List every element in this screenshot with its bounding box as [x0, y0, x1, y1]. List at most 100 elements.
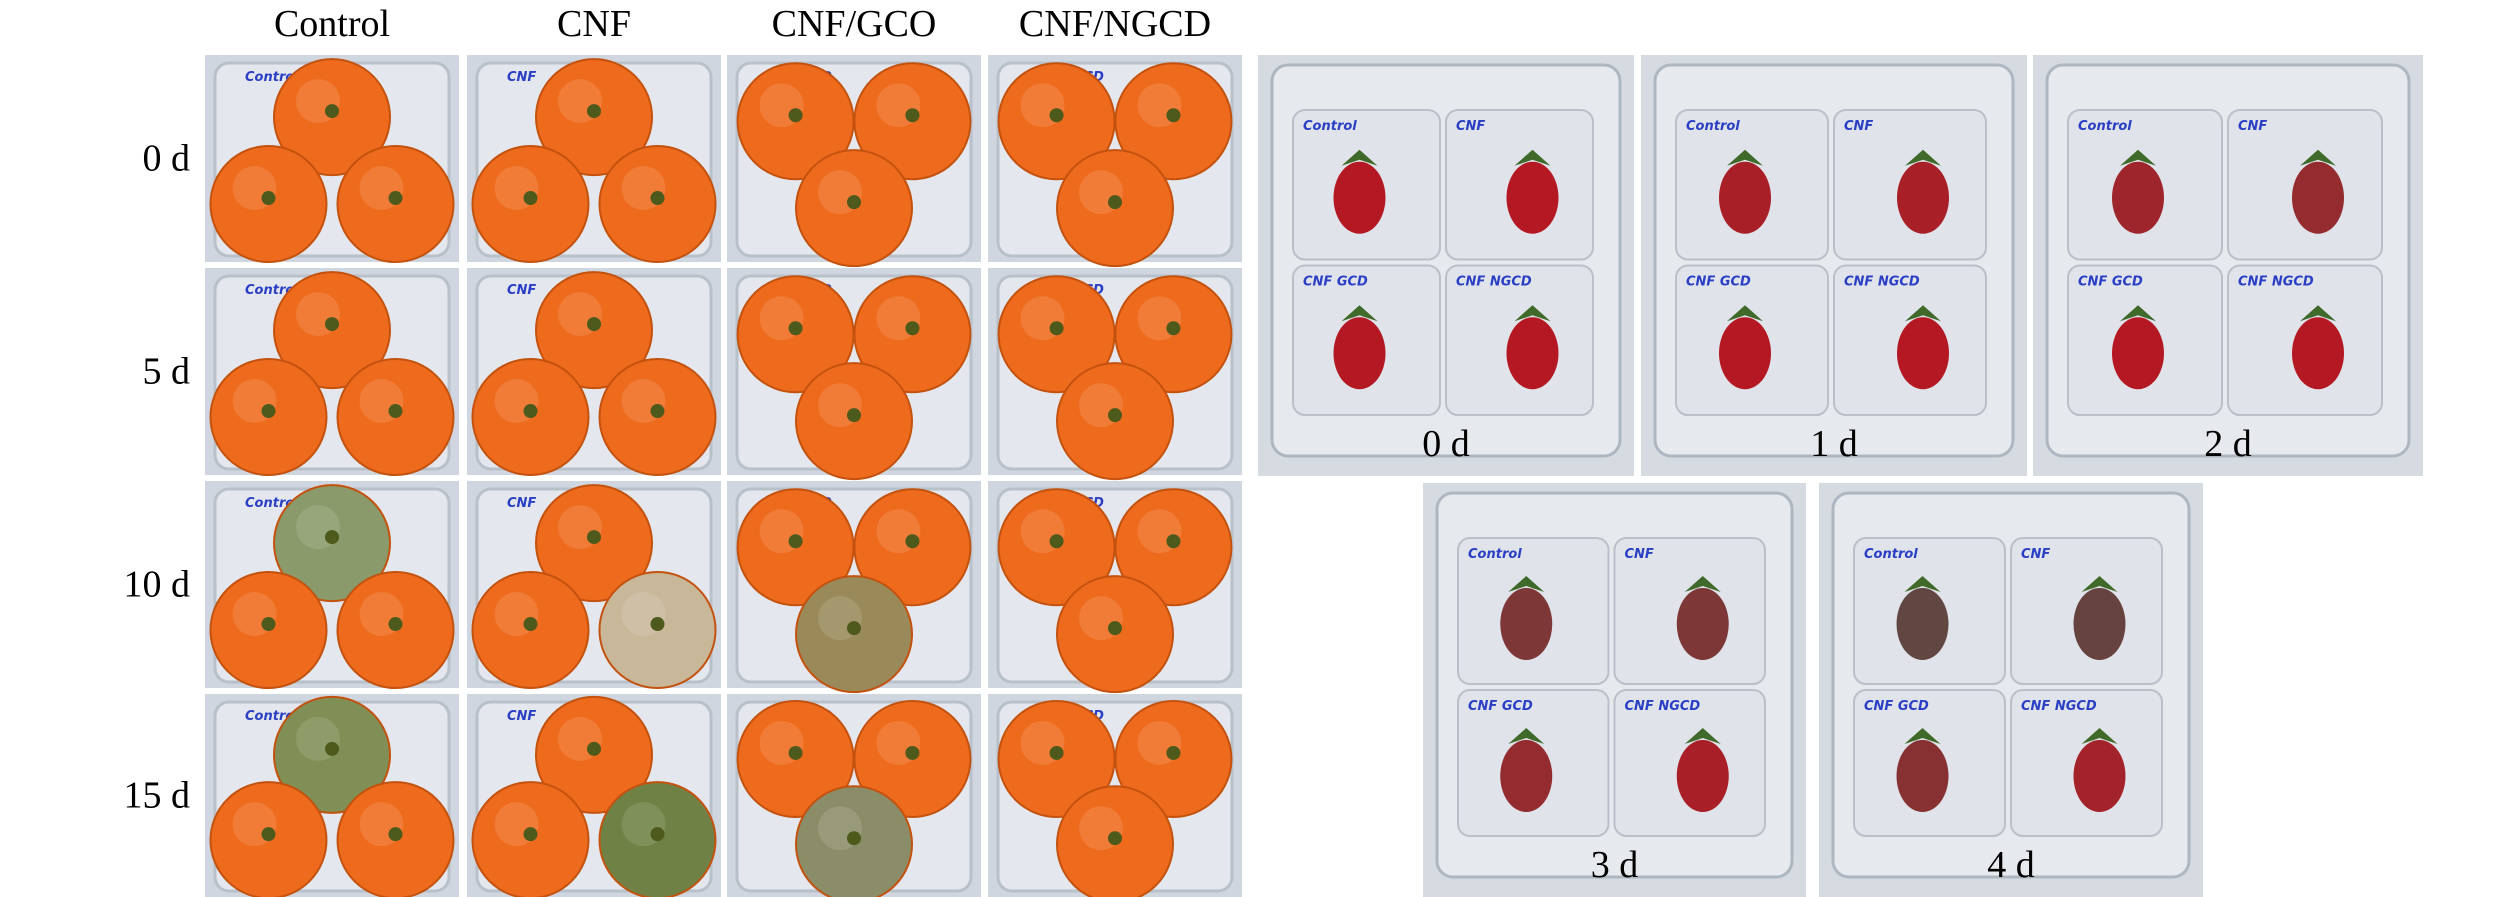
stem: [905, 745, 920, 760]
stem: [1049, 108, 1064, 123]
strawberry-photo: Control CNF CNF GCD CNF NGCD 2 d: [2033, 55, 2423, 476]
stem: [847, 831, 861, 846]
strawberry-photo: Control CNF CNF GCD CNF NGCD 1 d: [1641, 55, 2027, 476]
orange-photo: Control: [205, 481, 459, 690]
stem: [650, 827, 665, 842]
day-label: 2 d: [2204, 423, 2252, 465]
stem: [523, 617, 538, 632]
orange-photo: Control: [205, 268, 459, 477]
handwritten-label: CNF GCD: [1303, 275, 1368, 290]
orange-photo: CNF/GCD: [727, 694, 981, 897]
orange-photo: CNF/GCD: [727, 481, 981, 694]
row-label: 5 d: [143, 351, 191, 393]
handwritten-label: Control: [1303, 119, 1357, 134]
stem: [1108, 621, 1122, 636]
strawberry: [2112, 317, 2164, 390]
stem: [325, 741, 339, 756]
column-header: Control: [274, 3, 390, 45]
day-label: 0 d: [1422, 423, 1470, 465]
stem: [1108, 408, 1122, 423]
leaves: [2120, 305, 2156, 322]
stem: [388, 404, 403, 419]
handwritten-label: CNF: [1844, 119, 1873, 134]
stem: [1166, 534, 1181, 549]
strawberry: [1897, 161, 1949, 234]
stem: [1049, 534, 1064, 549]
day-label: 4 d: [1987, 844, 2035, 886]
stem: [1108, 831, 1122, 846]
handwritten-label: CNF GCD: [1686, 275, 1751, 290]
stem: [261, 404, 276, 419]
stem: [847, 408, 861, 423]
strawberry: [2073, 740, 2126, 812]
stem: [847, 195, 861, 210]
stem: [788, 534, 803, 549]
stem: [388, 617, 403, 632]
leaves: [1684, 728, 1721, 744]
handwritten-label: CNF: [1456, 119, 1485, 134]
leaves: [1905, 305, 1941, 322]
leaves: [2120, 149, 2156, 166]
strawberry: [1896, 740, 1949, 812]
day-label: 1 d: [1810, 423, 1858, 465]
orange-photo: CNF: [467, 55, 721, 264]
strawberry: [1333, 161, 1386, 234]
leaves: [1727, 149, 1763, 166]
strawberry: [1500, 740, 1553, 812]
strawberry: [2292, 161, 2344, 234]
strawberry-photo: Control CNF CNF GCD CNF NGCD 4 d: [1819, 483, 2203, 897]
column-header: CNF: [557, 3, 631, 45]
stem: [523, 827, 538, 842]
stem: [1166, 745, 1181, 760]
leaves: [1514, 305, 1551, 322]
orange-photo: CNF/GCD: [727, 55, 981, 268]
stem: [788, 321, 803, 336]
stem: [587, 317, 601, 332]
stem: [261, 827, 276, 842]
stem: [1049, 321, 1064, 336]
handwritten-label: CNF NGCD: [1625, 699, 1701, 714]
stem: [523, 404, 538, 419]
row-label: 0 d: [143, 138, 191, 180]
strawberry: [1719, 317, 1771, 390]
leaves: [1904, 576, 1941, 592]
stem: [788, 745, 803, 760]
leaves: [2081, 576, 2118, 592]
strawberry: [1333, 317, 1386, 390]
leaves: [1684, 576, 1721, 592]
leaves: [1905, 149, 1941, 166]
stem: [905, 534, 920, 549]
column-header: CNF/NGCD: [1019, 3, 1211, 45]
stem: [587, 104, 601, 119]
strawberry-photo: Control CNF CNF GCD CNF NGCD 3 d: [1423, 483, 1806, 897]
strawberry: [1506, 317, 1559, 390]
row-label: 10 d: [124, 564, 191, 606]
handwritten-label: CNF NGCD: [2021, 699, 2097, 714]
orange-photo: CNF: [467, 694, 721, 897]
column-header: CNF/GCO: [772, 3, 937, 45]
handwritten-label: Control: [2078, 119, 2132, 134]
orange-photo: CNF/NGCD: [988, 481, 1242, 694]
stem: [325, 317, 339, 332]
handwritten-label: CNF NGCD: [1456, 275, 1532, 290]
strawberry: [1719, 161, 1771, 234]
stem: [788, 108, 803, 123]
stem: [587, 741, 601, 756]
leaves: [1341, 149, 1378, 166]
leaves: [1904, 728, 1941, 744]
leaves: [1514, 149, 1551, 166]
stem: [388, 191, 403, 206]
stem: [905, 321, 920, 336]
handwritten-label: CNF GCD: [1468, 699, 1533, 714]
leaves: [1508, 576, 1545, 592]
handwritten-label: CNF GCD: [2078, 275, 2143, 290]
stem: [650, 191, 665, 206]
stem: [325, 530, 339, 545]
stem: [261, 617, 276, 632]
stem: [650, 617, 665, 632]
handwritten-label: CNF: [2238, 119, 2267, 134]
stem: [261, 191, 276, 206]
handwritten-label: CNF: [1625, 547, 1654, 562]
handwritten-label: Control: [1864, 547, 1918, 562]
